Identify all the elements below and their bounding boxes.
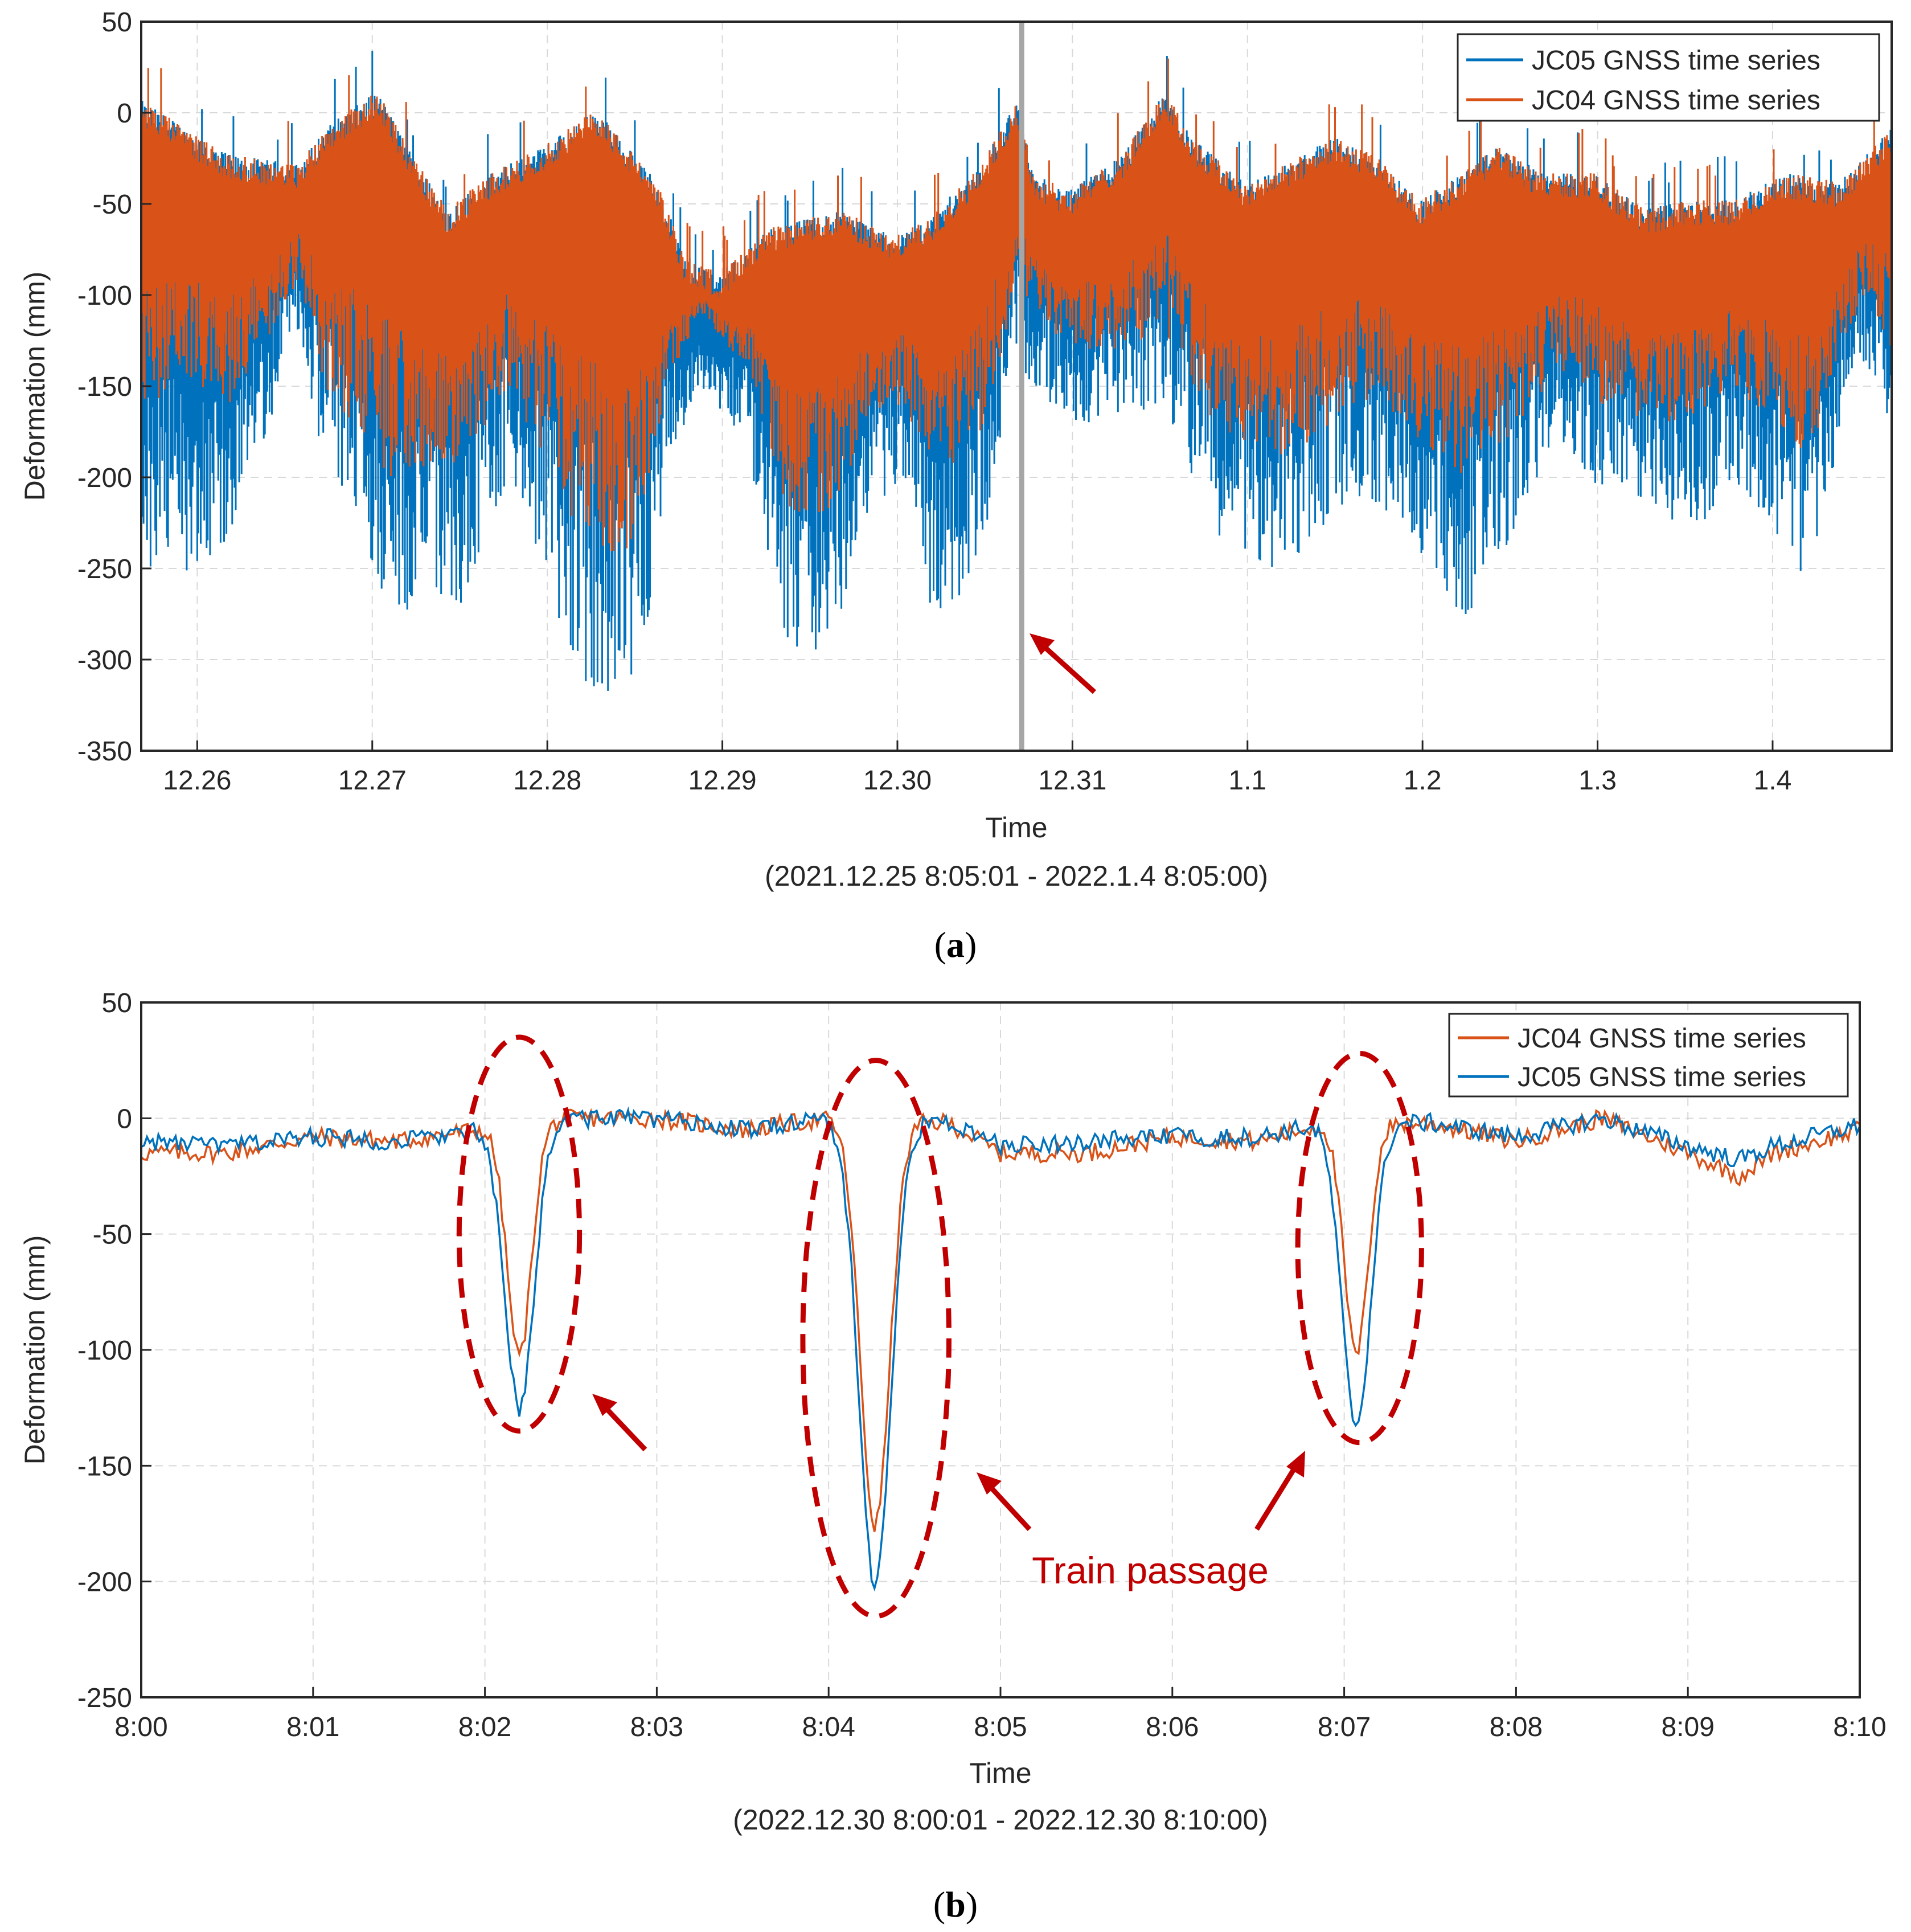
panel-a-x-ticks: 12.26 12.27 12.28 12.29 12.30 12.31 1.1 1.2 1.3 1…: [163, 740, 1791, 796]
a-xtick-label: 12.26: [163, 766, 231, 796]
panel-a-arrow-head: [1030, 633, 1055, 655]
b-xtick-label: 8:02: [458, 1712, 511, 1742]
b-xtick-label: 8:10: [1833, 1712, 1886, 1742]
panel-b-series: [141, 1106, 1860, 1592]
a-xtick-label: 12.30: [863, 766, 932, 796]
panel-b-chart: 500-50-100-150-200-250 8:00 8:01 8:02 8:03 8…: [19, 988, 1887, 1925]
panel-a-caption: (a): [934, 924, 977, 965]
b-ytick-label: -150: [77, 1451, 132, 1481]
b-ytick-label: -250: [77, 1683, 132, 1713]
panel-a-ylabel: Deformation (mm): [19, 272, 51, 501]
a-xtick-label: 1.3: [1578, 766, 1617, 796]
a-ytick-label: -350: [77, 736, 132, 767]
a-xtick-label: 12.31: [1038, 766, 1106, 796]
panel-a-legend: JC05 GNSS time series JC04 GNSS time ser…: [1457, 33, 1880, 122]
a-ytick-label: -150: [77, 372, 132, 402]
a-ytick-label: -200: [77, 463, 132, 493]
panel-b-y-ticks: 50 0 -50 -100 -150 -200 -250: [77, 988, 151, 1713]
panel-b-x-ticks: 8:00 8:01 8:02 8:03 8:04 8:05 8:06 8:07 8:08 8:09…: [114, 1687, 1887, 1742]
b-ytick-label: 0: [117, 1104, 132, 1134]
b-xtick-label: 8:03: [630, 1712, 683, 1742]
panel-b-arrow-1-shaft: [602, 1405, 647, 1452]
panel-b-arrow-1-head: [592, 1394, 617, 1416]
a-ytick-label: -250: [77, 554, 132, 584]
panel-a-series-jc04: [141, 58, 1892, 551]
b-xtick-label: 8:00: [114, 1712, 167, 1742]
panel-b-caption: (b): [933, 1884, 978, 1925]
panel-b-arrow-2-head: [977, 1472, 1002, 1495]
panel-b-arrows: [592, 1394, 1305, 1532]
panel-b-annotation-train-passage: Train passage: [1032, 1549, 1269, 1591]
panel-b-arrow-2-shaft: [987, 1483, 1032, 1532]
panel-b-legend: JC04 GNSS time series JC05 GNSS time ser…: [1448, 1013, 1849, 1098]
panel-b-arrow-3-shaft: [1254, 1465, 1298, 1531]
b-xtick-label: 8:07: [1318, 1712, 1371, 1742]
a-ytick-label: 0: [117, 99, 132, 129]
a-ytick-label: -50: [93, 190, 132, 220]
panel-a-arrow-shaft: [1040, 642, 1097, 694]
a-xtick-label: 1.4: [1754, 766, 1792, 796]
b-ytick-label: -200: [77, 1567, 132, 1598]
b-ytick-label: 50: [102, 988, 132, 1018]
panel-b-date-range: (2022.12.30 8:00:01 - 2022.12.30 8:10:00…: [733, 1804, 1268, 1836]
panel-b-legend-label-jc04: JC04 GNSS time series: [1518, 1024, 1806, 1054]
panel-b-train-ellipse-2: [800, 1058, 952, 1619]
a-xtick-label: 12.29: [688, 766, 757, 796]
b-xtick-label: 8:08: [1490, 1712, 1543, 1742]
a-xtick-label: 12.27: [338, 766, 407, 796]
panel-a-y-ticks: 50 0 -50 -100 -150 -200 -250 -300 -350: [77, 7, 151, 767]
b-ytick-label: -100: [77, 1336, 132, 1366]
a-ytick-label: -300: [77, 645, 132, 676]
panel-a-legend-box: [1457, 33, 1880, 122]
panel-a-series: [141, 51, 1892, 691]
panel-a-chart: 500-50-100-150-200-250-300-350 12.26 12.2…: [19, 7, 1893, 965]
panel-b-series-jc05: [141, 1106, 1860, 1592]
b-ytick-label: -50: [93, 1220, 132, 1250]
panel-b-train-ellipse-3: [1295, 1050, 1424, 1446]
panel-b-train-ellipse-1: [456, 1034, 583, 1434]
a-ytick-label: -100: [77, 281, 132, 311]
a-ytick-label: 50: [102, 7, 132, 38]
panel-b-train-ellipses: [456, 1034, 1424, 1619]
panel-a-xlabel: Time: [985, 812, 1047, 844]
a-xtick-label: 1.2: [1404, 766, 1442, 796]
b-xtick-label: 8:06: [1146, 1712, 1199, 1742]
panel-b-xlabel: Time: [969, 1757, 1031, 1789]
panel-b-arrow-3-head: [1286, 1451, 1305, 1477]
a-xtick-label: 12.28: [513, 766, 581, 796]
panel-b-legend-box: [1448, 1013, 1849, 1098]
b-xtick-label: 8:01: [286, 1712, 339, 1742]
panel-a-date-range: (2021.12.25 8:05:01 - 2022.1.4 8:05:00): [765, 860, 1268, 892]
b-xtick-label: 8:04: [802, 1712, 855, 1742]
a-xtick-label: 1.1: [1228, 766, 1266, 796]
panel-a-arrow: [1030, 633, 1097, 694]
panel-a-legend-label-jc04: JC04 GNSS time series: [1532, 85, 1820, 116]
panel-b-series-jc04: [141, 1108, 1860, 1532]
b-xtick-label: 8:05: [974, 1712, 1027, 1742]
panel-b-ylabel: Deformation (mm): [19, 1235, 51, 1465]
panel-b-legend-label-jc05: JC05 GNSS time series: [1518, 1062, 1806, 1092]
b-xtick-label: 8:09: [1661, 1712, 1714, 1742]
panel-a-legend-label-jc05: JC05 GNSS time series: [1532, 46, 1820, 76]
